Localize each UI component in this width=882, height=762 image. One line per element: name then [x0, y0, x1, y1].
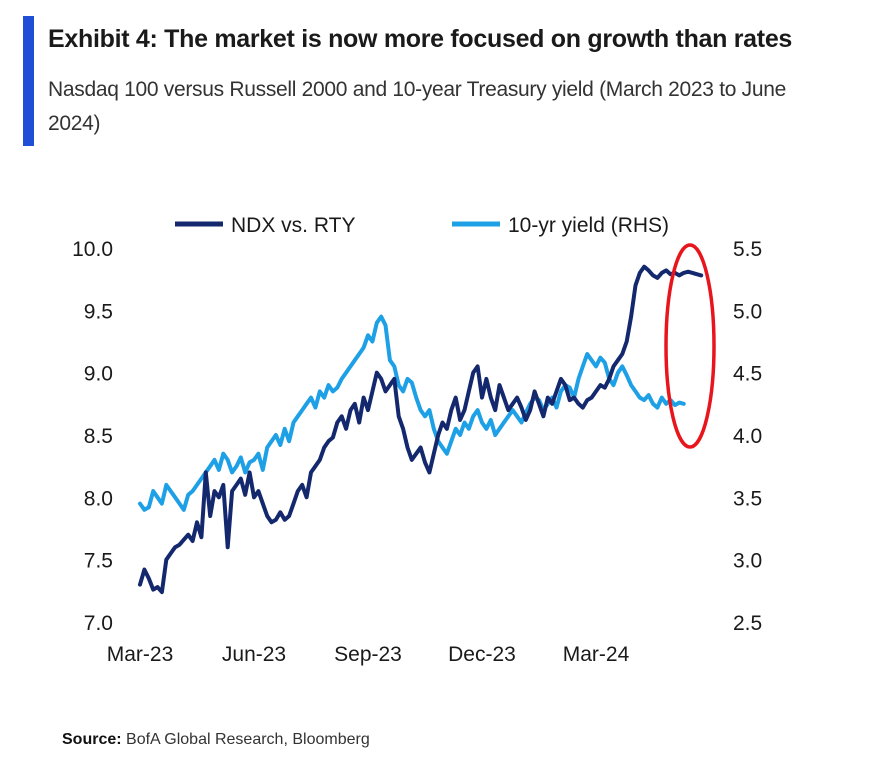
- y-right-tick-label: 5.0: [733, 300, 762, 323]
- y-left-tick-label: 8.0: [84, 487, 113, 510]
- y-left-tick-label: 9.5: [84, 300, 113, 323]
- right-axis: 2.5 3.0 3.5 4.0 4.5 5.0 5.5: [733, 238, 762, 635]
- series-layer: [138, 264, 704, 595]
- series-line-ndx-vs-rty: [138, 264, 704, 595]
- y-left-tick-label: 8.5: [84, 425, 113, 448]
- y-right-tick-label: 3.0: [733, 550, 762, 573]
- chart-legend: NDX vs. RTY 10-yr yield (RHS): [175, 214, 669, 237]
- y-right-tick-label: 4.0: [733, 425, 762, 448]
- x-tick-label: Mar-23: [107, 643, 174, 666]
- chart-svg: NDX vs. RTY 10-yr yield (RHS) 7.0 7.5 8.0 8…: [72, 214, 762, 666]
- y-right-tick-label: 2.5: [733, 612, 762, 635]
- chart-subtitle: Nasdaq 100 versus Russell 2000 and 10-ye…: [48, 78, 786, 135]
- y-right-tick-label: 4.5: [733, 363, 762, 386]
- source-note: Source: BofA Global Research, Bloomberg: [62, 731, 370, 749]
- chart-title: Exhibit 4: The market is now more focuse…: [48, 25, 793, 53]
- x-tick-label: Sep-23: [334, 643, 402, 666]
- highlight-ellipse: [664, 243, 716, 449]
- x-tick-label: Jun-23: [222, 643, 286, 666]
- y-left-tick-label: 10.0: [72, 238, 113, 261]
- y-left-tick-label: 7.0: [84, 612, 113, 635]
- x-tick-label: Dec-23: [448, 643, 516, 666]
- y-left-tick-label: 9.0: [84, 363, 113, 386]
- legend-label-yield: 10-yr yield (RHS): [508, 214, 669, 237]
- source-text: BofA Global Research, Bloomberg: [126, 731, 370, 748]
- left-axis: 7.0 7.5 8.0 8.5 9.0 9.5 10.0: [72, 238, 113, 635]
- x-tick-label: Mar-24: [563, 643, 630, 666]
- y-right-tick-label: 5.5: [733, 238, 762, 261]
- title-accent-bar: [23, 16, 34, 146]
- series-line-10yr-yield: [138, 314, 686, 512]
- x-axis: Mar-23 Jun-23 Sep-23 Dec-23 Mar-24: [107, 643, 630, 666]
- source-label: Source:: [62, 731, 122, 748]
- y-right-tick-label: 3.5: [733, 487, 762, 510]
- legend-label-ndx: NDX vs. RTY: [231, 214, 355, 237]
- y-left-tick-label: 7.5: [84, 550, 113, 573]
